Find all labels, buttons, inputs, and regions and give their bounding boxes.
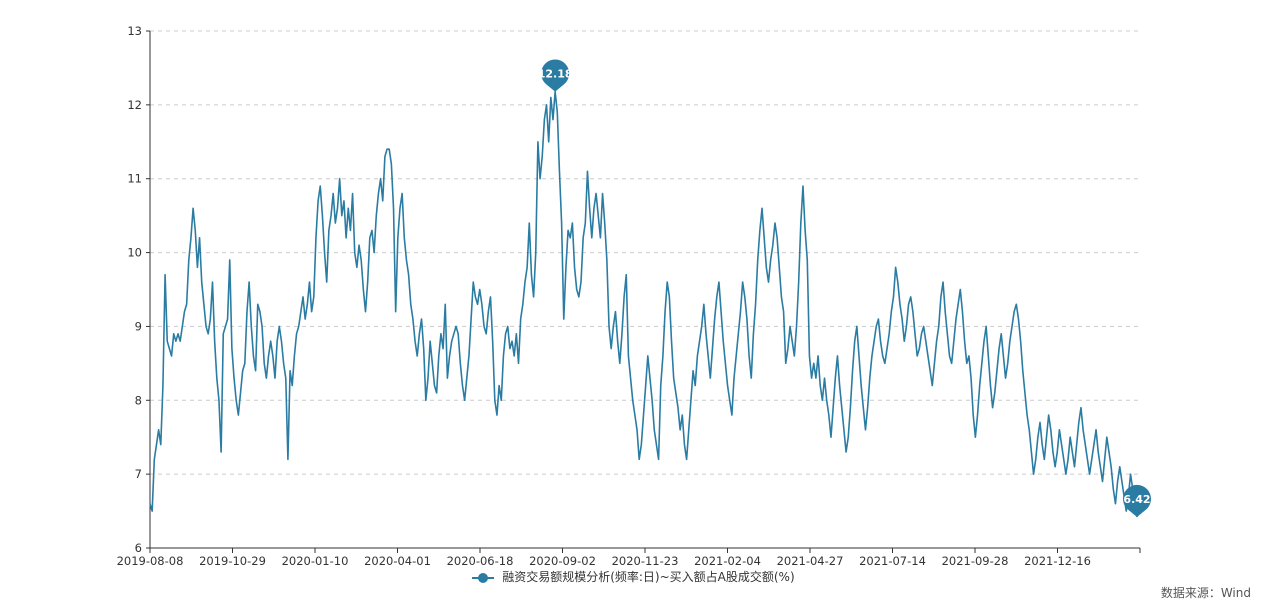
legend[interactable]: 融资交易额规模分析(频率:日)~买入额占A股成交额(%)	[0, 568, 1267, 585]
min-marker: 6.42	[1123, 484, 1151, 517]
y-tick-label-12: 12	[127, 98, 142, 112]
min-marker-pin-icon	[1123, 484, 1151, 517]
source-note: 数据来源：Wind	[1160, 586, 1251, 600]
y-tick-label-13: 13	[127, 24, 142, 38]
y-tick-label-10: 10	[127, 246, 142, 260]
x-tick-label-10: 2021-09-28	[942, 554, 1009, 568]
x-tick-label-1: 2019-10-29	[199, 554, 266, 568]
grid-layer	[150, 30, 1140, 475]
max-marker-pin-icon	[541, 59, 570, 92]
legend-swatch-icon	[472, 572, 495, 584]
y-tick-label-11: 11	[127, 172, 142, 186]
axis-layer: 6 7 8 9 10 11 12 13 2019-08-08 2019-10-29 2020-01-…	[117, 24, 1141, 568]
x-tick-label-2: 2020-01-10	[282, 554, 349, 568]
min-marker-label: 6.42	[1123, 493, 1150, 506]
y-tick-label-7: 7	[135, 467, 142, 481]
x-tick-label-9: 2021-07-14	[859, 554, 926, 568]
y-tick-label-8: 8	[135, 393, 142, 407]
marker-layer: 12.18 6.42	[538, 59, 1151, 517]
max-marker-label: 12.18	[538, 68, 573, 81]
x-tick-label-8: 2021-04-27	[777, 554, 844, 568]
legend-label: 融资交易额规模分析(频率:日)~买入额占A股成交额(%)	[502, 570, 795, 584]
x-tick-label-4: 2020-06-18	[447, 554, 514, 568]
y-tick-label-9: 9	[135, 319, 142, 333]
x-tick-label-0: 2019-08-08	[117, 554, 184, 568]
series-layer	[149, 90, 1138, 518]
y-tick-label-6: 6	[135, 541, 142, 555]
x-tick-label-7: 2021-02-04	[694, 554, 761, 568]
series-line	[149, 90, 1138, 518]
x-tick-label-5: 2020-09-02	[529, 554, 596, 568]
x-tick-label-3: 2020-04-01	[364, 554, 431, 568]
x-tick-label-6: 2020-11-23	[612, 554, 679, 568]
max-marker: 12.18	[538, 59, 573, 92]
x-tick-label-11: 2021-12-16	[1024, 554, 1091, 568]
